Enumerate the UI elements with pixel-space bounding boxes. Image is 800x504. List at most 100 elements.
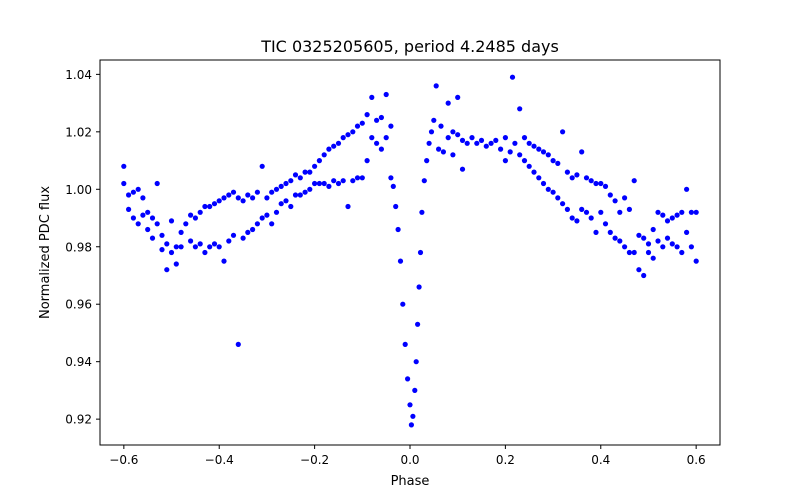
y-tick-label: 0.94 xyxy=(65,355,92,369)
data-point xyxy=(531,143,537,149)
data-point xyxy=(254,221,260,227)
data-point xyxy=(197,241,203,247)
data-point xyxy=(145,226,151,233)
data-point xyxy=(493,137,499,143)
data-point xyxy=(684,229,690,235)
data-point xyxy=(436,146,442,152)
x-tick-label: −0.6 xyxy=(109,453,138,467)
data-point xyxy=(598,209,604,215)
data-point xyxy=(126,192,132,198)
data-point xyxy=(655,238,661,244)
data-point xyxy=(405,376,411,382)
data-point xyxy=(312,180,318,187)
y-tick-label: 0.98 xyxy=(65,240,92,254)
data-point xyxy=(173,244,179,250)
data-point xyxy=(283,180,289,187)
data-point xyxy=(121,180,127,187)
data-point xyxy=(192,244,198,250)
data-point xyxy=(297,175,303,181)
data-point xyxy=(631,249,637,256)
data-point xyxy=(626,249,633,256)
data-point xyxy=(502,158,508,164)
data-point xyxy=(474,140,480,146)
scatter-points xyxy=(121,74,699,428)
data-point xyxy=(397,258,404,264)
data-point xyxy=(602,183,609,189)
data-point xyxy=(202,249,208,256)
y-tick-label: 1.00 xyxy=(65,183,92,197)
data-point xyxy=(149,215,156,221)
data-point xyxy=(388,123,394,129)
data-point xyxy=(410,413,416,419)
data-point xyxy=(378,114,384,121)
data-point xyxy=(359,175,365,181)
data-point xyxy=(254,189,260,195)
data-point xyxy=(459,137,466,143)
data-point xyxy=(264,195,270,201)
data-point xyxy=(288,203,294,210)
data-point xyxy=(455,94,461,100)
data-point xyxy=(440,149,446,155)
data-point xyxy=(660,244,666,250)
data-point xyxy=(168,249,175,256)
data-point xyxy=(192,215,198,221)
data-point xyxy=(383,91,389,98)
data-point xyxy=(393,203,399,210)
data-point xyxy=(269,189,275,195)
data-point xyxy=(292,192,299,198)
data-point xyxy=(183,221,189,227)
data-point xyxy=(531,169,537,175)
data-point xyxy=(560,129,566,135)
data-point xyxy=(288,178,294,184)
data-point xyxy=(488,140,494,146)
data-point xyxy=(374,117,380,123)
y-tick-label: 1.02 xyxy=(65,125,92,139)
data-point xyxy=(383,135,389,141)
data-point xyxy=(419,209,425,215)
data-point xyxy=(650,255,656,261)
data-point xyxy=(364,112,370,118)
data-point xyxy=(607,192,613,198)
data-point xyxy=(598,180,604,187)
data-point xyxy=(669,215,675,221)
data-point xyxy=(588,178,594,184)
data-point xyxy=(526,140,532,146)
data-point xyxy=(178,244,184,250)
data-point xyxy=(159,232,165,238)
data-point xyxy=(612,198,618,204)
data-point xyxy=(536,175,542,181)
data-point xyxy=(645,249,652,256)
x-tick-label: 0.6 xyxy=(687,453,706,467)
data-point xyxy=(412,387,418,393)
data-point xyxy=(622,195,628,201)
data-point xyxy=(240,198,246,204)
x-tick-label: 0.0 xyxy=(400,453,419,467)
data-point xyxy=(408,422,414,428)
data-point xyxy=(655,209,661,215)
data-point xyxy=(307,169,313,175)
data-point xyxy=(188,238,194,244)
data-point xyxy=(273,209,280,215)
data-point xyxy=(459,166,466,172)
data-point xyxy=(593,229,599,235)
data-point xyxy=(359,120,365,126)
data-point xyxy=(335,140,342,146)
x-tick-label: 0.2 xyxy=(496,453,515,467)
y-tick-label: 0.96 xyxy=(65,298,92,312)
data-point xyxy=(345,132,351,138)
data-point xyxy=(154,221,160,227)
data-point xyxy=(302,169,308,175)
data-point xyxy=(250,226,256,233)
data-point xyxy=(164,267,170,273)
data-point xyxy=(369,135,375,141)
data-point xyxy=(445,100,451,106)
data-point xyxy=(688,209,695,215)
data-point xyxy=(693,258,699,264)
data-point xyxy=(612,235,618,241)
data-point xyxy=(245,229,251,235)
data-point xyxy=(517,152,523,158)
data-point xyxy=(526,163,532,169)
data-point xyxy=(364,158,370,164)
data-point xyxy=(350,129,356,135)
y-axis-label: Normalized PDC flux xyxy=(38,186,53,319)
